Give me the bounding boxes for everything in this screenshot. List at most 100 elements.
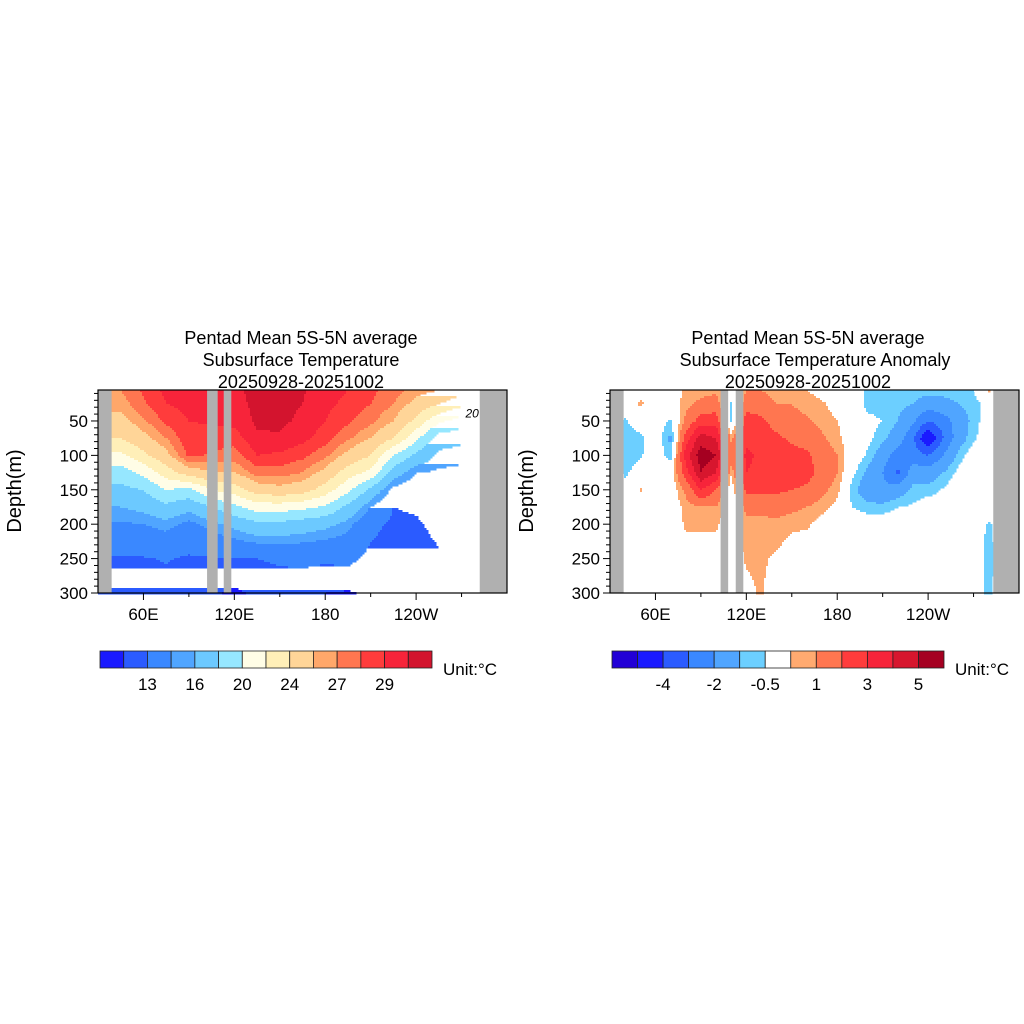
contour-fill-cell [356,474,377,477]
contour-fill-cell [914,422,927,425]
contour-fill-cell [742,536,789,539]
contour-fill-cell [240,486,319,489]
contour-fill-cell [728,426,735,429]
contour-fill-cell [682,468,689,471]
colorbar-box [360,650,385,669]
contour-fill-cell [388,460,405,463]
contour-fill-cell [98,544,371,547]
contour-fill-cell [892,428,911,431]
contour-fill-cell [738,446,799,449]
contour-fill-cell [836,474,843,477]
contour-fill-cell [238,430,271,433]
contour-fill-cell [160,500,177,503]
contour-fill-cell [98,528,159,531]
contour-fill-cell [766,568,985,571]
contour-fill-cell [724,504,737,507]
contour-fill-cell [740,500,819,503]
contour-fill-cell [938,426,953,429]
contour-fill-cell [742,430,775,433]
contour-fill-cell [726,468,731,471]
contour-fill-cell [870,442,883,445]
contour-fill-cell [640,432,663,435]
contour-fill-cell [852,506,899,509]
contour-fill-cell [160,418,189,421]
colorbar-box [637,650,664,669]
contour-fill-cell [610,414,681,417]
contour-fill-cell [240,432,317,435]
contour-fill-cell [858,492,907,495]
contour-fill-cell [320,426,345,429]
contour-fill-cell [402,392,427,395]
contour-fill-cell [330,454,343,457]
contour-fill-cell [380,428,403,431]
contour-fill-cell [984,552,995,555]
contour-fill-cell [204,494,237,497]
contour-fill-cell [286,424,323,427]
contour-fill-cell [918,398,951,401]
contour-fill-cell [420,436,435,439]
contour-fill-cell [984,580,993,583]
contour-fill-cell [292,482,327,485]
contour-fill-cell [864,472,883,475]
contour-fill-cell [672,430,679,433]
contour-fill-cell [392,512,409,515]
contour-fill-cell [328,492,349,495]
contour-fill-cell [858,464,869,467]
contour-fill-cell [704,396,719,399]
contour-fill-cell [688,482,697,485]
contour-fill-cell [122,412,139,415]
contour-fill-cell [610,580,755,583]
contour-fill-cell [350,490,367,493]
contour-fill-cell [712,474,721,477]
contour-fill-cell [744,416,763,419]
contour-fill-cell [844,470,857,473]
contour-fill-cell [370,468,383,471]
contour-fill-cell [730,420,733,423]
contour-fill-cell [684,474,691,477]
contour-fill-cell [694,446,701,449]
contour-fill-cell [898,420,917,423]
contour-fill-cell [344,590,351,593]
contour-fill-cell [620,432,641,435]
contour-fill-cell [722,398,741,401]
contour-fill-cell [256,452,273,455]
contour-fill-cell [374,450,387,453]
contour-fill-cell [784,540,985,543]
contour-fill-cell [404,390,435,393]
contour-fill-cell [826,510,861,513]
contour-fill-cell [984,588,993,591]
contour-fill-cell [742,504,813,507]
contour-fill-cell [312,474,337,477]
contour-fill-cell [728,480,731,483]
contour-fill-cell [690,426,699,429]
contour-fill-cell [98,468,129,471]
contour-fill-cell [778,548,985,551]
contour-fill-cell [744,420,767,423]
contour-fill-cell [922,412,941,415]
contour-fill-cell [768,560,985,563]
contour-fill-cell [180,556,209,559]
contour-fill-cell [716,438,721,441]
contour-fill-cell [316,530,349,533]
contour-fill-cell [728,490,735,493]
contour-fill-cell [718,430,723,433]
contour-fill-cell [746,466,751,469]
contour-fill-cell [626,418,681,421]
contour-fill-cell [644,448,665,451]
land-mask [720,390,729,593]
contour-fill-cell [682,514,723,517]
contour-fill-cell [850,488,859,491]
contour-fill-cell [344,442,361,445]
contour-fill-cell [98,508,129,511]
contour-fill-cell [610,416,681,419]
contour-fill-cell [672,422,681,425]
contour-fill-cell [416,440,431,443]
contour-fill-cell [730,414,733,417]
contour-fill-cell [384,464,397,467]
contour-fill-cell [952,430,969,433]
contour-fill-cell [176,450,187,453]
contour-fill-cell [380,480,393,483]
contour-fill-cell [844,454,867,457]
contour-fill-cell [98,476,145,479]
contour-fill-cell [674,472,677,475]
